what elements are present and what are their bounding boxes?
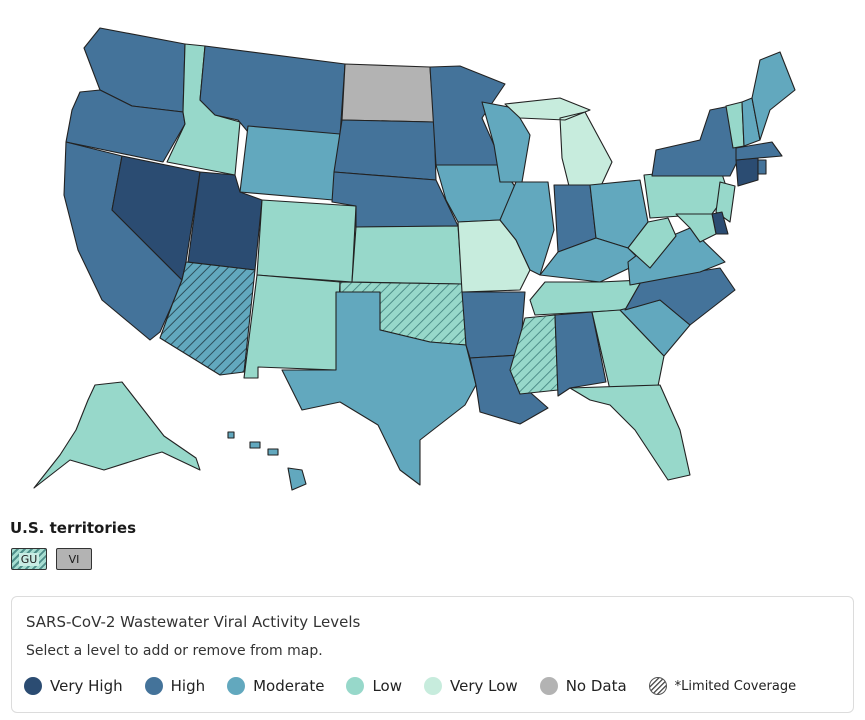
us-map <box>33 27 796 491</box>
state-sd[interactable] <box>333 119 437 181</box>
legend-item-moderate[interactable]: Moderate <box>227 677 324 695</box>
legend-subtitle: Select a level to add or remove from map… <box>26 643 323 659</box>
legend-panel: SARS-CoV-2 Wastewater Viral Activity Lev… <box>11 596 854 713</box>
territories-row: GU VI <box>11 548 92 570</box>
legend-item-no-data[interactable]: No Data <box>539 677 627 695</box>
legend-label-very-low: Very Low <box>450 677 518 695</box>
legend-label-low: Low <box>372 677 402 695</box>
state-il[interactable] <box>499 181 555 276</box>
legend-dot-very-low <box>424 677 442 695</box>
legend-item-very-low[interactable]: Very Low <box>424 677 518 695</box>
state-tx[interactable] <box>281 291 477 486</box>
state-ms[interactable] <box>509 314 559 395</box>
state-me[interactable] <box>751 51 796 141</box>
legend-dot-low <box>346 677 365 695</box>
state-ri[interactable] <box>757 159 767 175</box>
legend-label-very-high: Very High <box>50 677 123 695</box>
state-wy[interactable] <box>239 125 341 201</box>
legend-dot-high <box>144 677 163 695</box>
legend-title: SARS-CoV-2 Wastewater Viral Activity Lev… <box>26 613 361 631</box>
state-ar[interactable] <box>461 291 526 359</box>
legend-items: Very High High Moderate Low Very Low No … <box>24 677 818 695</box>
legend-dot-moderate <box>227 677 246 695</box>
state-md[interactable] <box>675 213 717 243</box>
state-fl[interactable] <box>569 384 691 481</box>
state-nm[interactable] <box>243 274 341 379</box>
legend-label-high: High <box>170 677 206 695</box>
legend-dot-very-high <box>24 677 42 695</box>
state-co[interactable] <box>256 199 357 283</box>
state-ct[interactable] <box>735 157 759 187</box>
territory-vi-label: VI <box>68 552 80 566</box>
legend-item-very-high[interactable]: Very High <box>24 677 123 695</box>
state-nd[interactable] <box>341 63 435 123</box>
legend-label-no-data: No Data <box>565 677 627 695</box>
state-ga[interactable] <box>591 309 665 391</box>
legend-item-high[interactable]: High <box>144 677 206 695</box>
state-hi[interactable] <box>227 431 307 491</box>
legend-item-limited-coverage[interactable]: *Limited Coverage <box>648 677 797 695</box>
legend-item-low[interactable]: Low <box>346 677 402 695</box>
state-wv[interactable] <box>627 217 677 269</box>
territory-gu-button[interactable]: GU <box>11 548 47 570</box>
territory-vi-button[interactable]: VI <box>56 548 92 570</box>
state-al[interactable] <box>554 311 607 397</box>
territories-title: U.S. territories <box>10 519 136 537</box>
state-ny[interactable] <box>651 105 739 177</box>
state-az[interactable] <box>159 261 256 376</box>
limited-coverage-hatch-icon <box>648 677 667 695</box>
legend-label-moderate: Moderate <box>253 677 325 695</box>
state-ma[interactable] <box>735 141 783 161</box>
territory-gu-label: GU <box>18 552 40 566</box>
legend-dot-no-data <box>539 677 558 695</box>
state-ks[interactable] <box>351 225 463 285</box>
legend-label-limited-coverage: *Limited Coverage <box>674 678 797 694</box>
state-ak[interactable] <box>33 381 201 489</box>
